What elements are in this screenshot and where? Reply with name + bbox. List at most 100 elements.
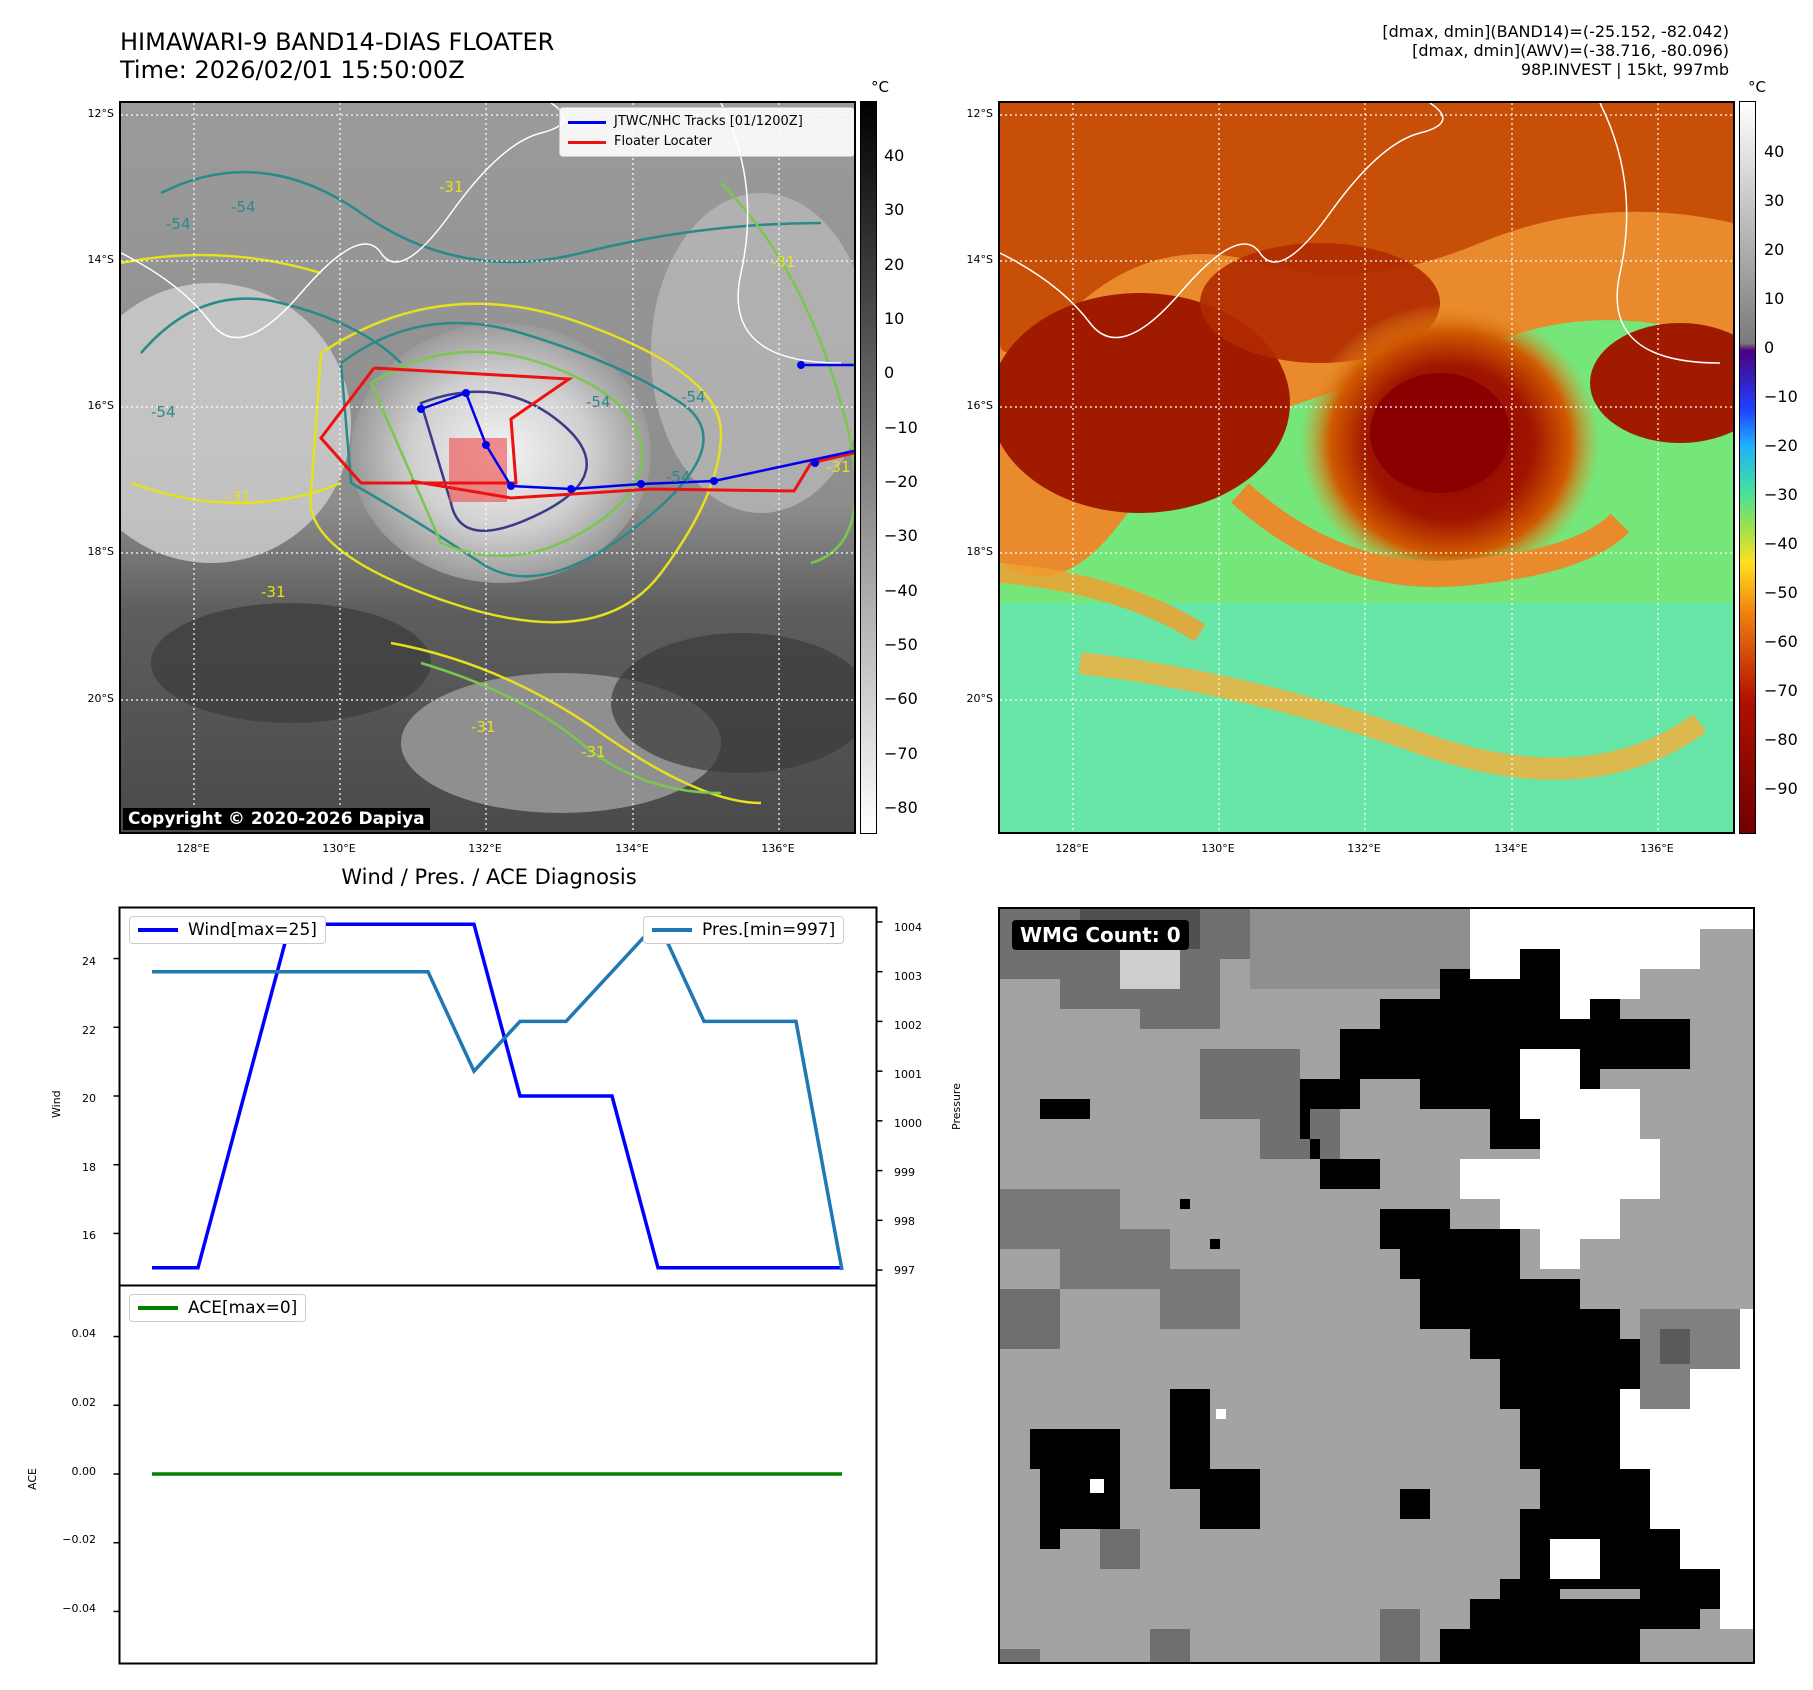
pressure-series-line — [152, 918, 844, 1271]
lat-label: 20°S — [966, 692, 993, 705]
ir-cb-tick: −50 — [884, 635, 918, 654]
wind-swatch — [138, 928, 178, 932]
info-block: [dmax, dmin](BAND14)=(-25.152, -82.042) … — [1129, 22, 1729, 79]
enh-cb-tick: −40 — [1764, 534, 1798, 553]
wind-series-line — [152, 922, 842, 1270]
ace-tick: −0.04 — [62, 1602, 96, 1615]
lat-label: 16°S — [966, 399, 993, 412]
enh-cb-tick: 40 — [1764, 142, 1785, 161]
lon-label: 128°E — [176, 842, 210, 855]
lat-label: 14°S — [87, 253, 114, 266]
lat-label: 20°S — [87, 692, 114, 705]
info-line1: [dmax, dmin](BAND14)=(-25.152, -82.042) — [1382, 22, 1729, 41]
ir-cb-tick: −20 — [884, 472, 918, 491]
enhanced-colorbar-unit: °C — [1748, 78, 1766, 96]
pres-tick: 1000 — [894, 1117, 922, 1130]
contour-label: -31 — [261, 583, 286, 601]
wmg-panel: WMG Count: 0 — [998, 907, 1755, 1664]
ir-cb-tick: −30 — [884, 526, 918, 545]
ace-swatch — [138, 1306, 178, 1310]
pres-tick: 1003 — [894, 970, 922, 983]
legend-track: JTWC/NHC Tracks [01/1200Z] — [568, 112, 846, 132]
wind-tick: 22 — [82, 1024, 96, 1037]
lon-label: 130°E — [322, 842, 356, 855]
ace-tick: 0.00 — [71, 1465, 97, 1478]
enh-cb-tick: −60 — [1764, 632, 1798, 651]
contour-label: -54 — [166, 215, 191, 233]
wind-legend: Wind[max=25] — [129, 916, 326, 944]
diagnosis-title: Wind / Pres. / ACE Diagnosis — [341, 865, 637, 889]
enh-cb-tick: −80 — [1764, 730, 1798, 749]
ace-tick: −0.02 — [62, 1533, 96, 1546]
wmg-count-badge: WMG Count: 0 — [1012, 920, 1189, 950]
contour-label: -31 — [581, 743, 606, 761]
pres-tick: 998 — [894, 1215, 915, 1228]
lat-label: 12°S — [87, 107, 114, 120]
contour-label: -54 — [151, 403, 176, 421]
track-swatch — [568, 120, 606, 124]
lat-label: 18°S — [87, 545, 114, 558]
contour-label: -54 — [666, 468, 691, 486]
lat-label: 18°S — [966, 545, 993, 558]
lon-label: 134°E — [1494, 842, 1528, 855]
contour-label: -31 — [771, 253, 796, 271]
lat-label: 14°S — [966, 253, 993, 266]
legend-floater: Floater Locater — [568, 132, 846, 152]
ir-colorbar-unit: °C — [871, 78, 889, 96]
ace-tick: 0.02 — [71, 1396, 97, 1409]
pres-tick: 997 — [894, 1264, 915, 1277]
ir-map-image — [121, 103, 854, 832]
enh-cb-tick: −30 — [1764, 485, 1798, 504]
lon-label: 134°E — [615, 842, 649, 855]
ir-cb-tick: −80 — [884, 798, 918, 817]
pressure-legend: Pres.[min=997] — [643, 916, 845, 944]
enhanced-colorbar — [1739, 101, 1756, 834]
pres-tick: 1002 — [894, 1019, 922, 1032]
ir-cb-tick: 0 — [884, 363, 895, 382]
ir-cb-tick: −40 — [884, 581, 918, 600]
contour-label: -31 — [826, 458, 851, 476]
enh-cb-tick: −90 — [1764, 779, 1798, 798]
title-line2: Time: 2026/02/01 15:50:00Z — [120, 56, 465, 84]
ir-cb-tick: −70 — [884, 744, 918, 763]
enh-cb-tick: 30 — [1764, 191, 1785, 210]
info-line2: [dmax, dmin](AWV)=(-38.716, -80.096) — [1412, 41, 1729, 60]
lon-label: 132°E — [1347, 842, 1381, 855]
enh-cb-tick: 20 — [1764, 240, 1785, 259]
enh-cb-tick: −70 — [1764, 681, 1798, 700]
lon-label: 136°E — [1640, 842, 1674, 855]
enh-cb-tick: 10 — [1764, 289, 1785, 308]
pres-tick: 999 — [894, 1166, 915, 1179]
enh-cb-tick: −10 — [1764, 387, 1798, 406]
ir-cb-tick: 40 — [884, 146, 905, 165]
wind-tick: 20 — [82, 1092, 96, 1105]
wmg-image — [1000, 909, 1753, 1662]
copyright-badge: Copyright © 2020-2026 Dapiya — [123, 808, 430, 830]
contour-label: -54 — [586, 393, 611, 411]
contour-label: -31 — [226, 488, 251, 506]
ace-tick: 0.04 — [71, 1327, 97, 1340]
contour-label: -54 — [681, 388, 706, 406]
title-line1: HIMAWARI-9 BAND14-DIAS FLOATER — [120, 28, 555, 56]
ir-map-panel: -31 -54 -54 -54 -54 -31 -31 -54 -31 -54 … — [119, 101, 856, 834]
lat-label: 12°S — [966, 107, 993, 120]
enhanced-map-image — [1000, 103, 1733, 832]
ir-cb-tick: 30 — [884, 200, 905, 219]
enh-cb-tick: 0 — [1764, 338, 1775, 357]
lat-label: 16°S — [87, 399, 114, 412]
pres-tick: 1004 — [894, 921, 922, 934]
ace-legend: ACE[max=0] — [129, 1294, 307, 1322]
lon-label: 136°E — [761, 842, 795, 855]
wind-tick: 16 — [82, 1229, 96, 1242]
wind-tick: 24 — [82, 955, 96, 968]
diagnosis-chart — [113, 906, 883, 1665]
lon-label: 130°E — [1201, 842, 1235, 855]
ir-legend: JTWC/NHC Tracks [01/1200Z] Floater Locat… — [559, 107, 854, 157]
enh-cb-tick: −50 — [1764, 583, 1798, 602]
contour-label: -54 — [231, 198, 256, 216]
ir-cb-tick: −10 — [884, 418, 918, 437]
lon-label: 128°E — [1055, 842, 1089, 855]
info-line3: 98P.INVEST | 15kt, 997mb — [1520, 60, 1729, 79]
ir-colorbar — [860, 101, 877, 834]
floater-swatch — [568, 140, 606, 144]
